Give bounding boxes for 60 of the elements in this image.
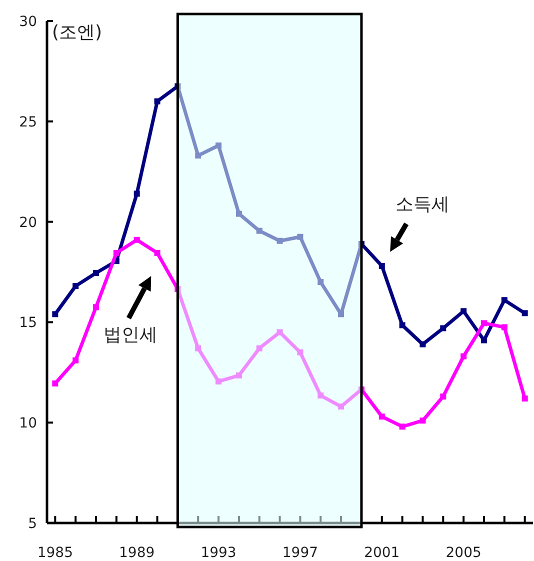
point [52, 311, 58, 318]
y-axis-title: (조엔) [52, 22, 102, 43]
x-tick-label: 1993 [200, 545, 236, 561]
x-tick-label: 2005 [446, 545, 482, 561]
point [399, 424, 406, 430]
point [276, 238, 283, 244]
point [522, 396, 528, 402]
point [318, 392, 324, 398]
point [460, 353, 467, 360]
point [338, 404, 344, 410]
point [154, 98, 160, 104]
series-label: 법인세 [104, 324, 158, 346]
point [420, 418, 426, 424]
point [276, 329, 283, 336]
x-tick-label: 2001 [364, 545, 400, 561]
point [460, 308, 467, 314]
y-tick-label: 5 [28, 516, 37, 532]
point [297, 234, 304, 240]
y-tick-label: 25 [19, 114, 37, 130]
point [154, 250, 160, 256]
point [72, 357, 79, 364]
point [420, 341, 426, 348]
point [113, 250, 120, 256]
point [195, 152, 202, 159]
point [174, 83, 181, 90]
point [134, 190, 140, 197]
x-tick-label: 1989 [119, 545, 155, 561]
point [440, 393, 446, 400]
point [297, 349, 304, 356]
point [216, 378, 222, 384]
point [338, 311, 344, 318]
point [256, 345, 262, 352]
x-tick-label: 1985 [37, 545, 73, 561]
x-tick-label: 1997 [282, 545, 318, 561]
point [480, 320, 487, 326]
point [134, 236, 140, 243]
point [93, 270, 100, 276]
point [216, 142, 222, 148]
point [522, 310, 528, 316]
point [378, 414, 385, 420]
point [399, 322, 406, 328]
point [93, 304, 100, 310]
point [378, 262, 385, 269]
point [256, 228, 262, 234]
point [236, 372, 242, 378]
point [501, 297, 508, 304]
point [318, 279, 324, 286]
point [174, 286, 181, 292]
point [195, 345, 202, 352]
point [72, 283, 79, 290]
point [440, 325, 446, 332]
y-tick-label: 15 [19, 315, 37, 332]
y-tick-label: 10 [19, 416, 37, 432]
point [358, 240, 364, 247]
y-tick-label: 20 [19, 214, 37, 231]
y-tick-label: 30 [19, 14, 37, 30]
point [52, 380, 58, 386]
point [236, 210, 242, 217]
point [501, 324, 508, 330]
text: 소득세 [396, 194, 450, 215]
